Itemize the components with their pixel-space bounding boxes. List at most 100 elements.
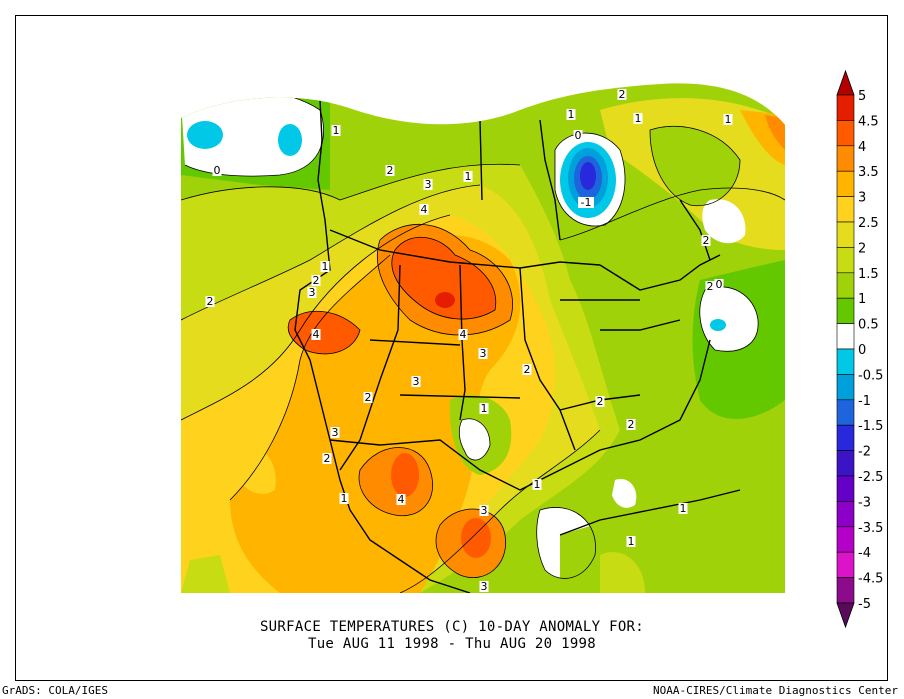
contour-label-bg bbox=[701, 235, 711, 246]
contour-label-bg bbox=[463, 171, 473, 182]
contour-label: 2 bbox=[387, 164, 394, 177]
colorbar-label: 1.5 bbox=[858, 267, 879, 282]
contour-label: 3 bbox=[309, 286, 316, 299]
anomaly-field bbox=[181, 83, 785, 593]
colorbar-label: -4.5 bbox=[858, 572, 883, 587]
contour-label-bg bbox=[626, 419, 636, 430]
contour-label-bg bbox=[311, 329, 321, 340]
contour-label: 0 bbox=[716, 278, 723, 291]
contour-label: 3 bbox=[425, 178, 432, 191]
colorbar-segment bbox=[836, 399, 855, 426]
boundaries bbox=[294, 99, 741, 593]
contour-label: 2 bbox=[628, 418, 635, 431]
contour-label: 1 bbox=[333, 124, 340, 137]
contour-label-bg bbox=[479, 505, 489, 516]
contour-label: 1 bbox=[465, 170, 472, 183]
contour-label-bg bbox=[479, 403, 489, 414]
contour-label: 1 bbox=[568, 108, 575, 121]
colorbar-label: -5 bbox=[858, 597, 871, 612]
contour-label: 1 bbox=[341, 492, 348, 505]
contour-label-bg bbox=[566, 109, 576, 120]
contour-label: 2 bbox=[707, 280, 714, 293]
contour-label: -1 bbox=[581, 196, 592, 209]
contour-label: 4 bbox=[398, 493, 405, 506]
contour-label-bg bbox=[678, 503, 688, 514]
colorbar-segment bbox=[836, 551, 855, 578]
contour-label-bg bbox=[339, 493, 349, 504]
colorbar-label: 5 bbox=[858, 89, 866, 104]
colorbar: 5 4.5 4 3.5 3 2.5 2 1.5 1 0.5 0 -0.5 -1 -1.5 -2 -2.5 -3 -… bbox=[836, 69, 883, 629]
colorbar-label: 0.5 bbox=[858, 318, 879, 333]
colorbar-label: -0.5 bbox=[858, 368, 883, 383]
contour-label-bg bbox=[419, 204, 429, 215]
colorbar-segment bbox=[836, 424, 855, 451]
contour-label-bg bbox=[479, 581, 489, 592]
colorbar-segment bbox=[836, 577, 855, 604]
contour-label: 1 bbox=[725, 113, 732, 126]
contour-label: 3 bbox=[481, 504, 488, 517]
contour-label-bg bbox=[705, 281, 715, 292]
contour-label-bg bbox=[626, 536, 636, 547]
colorbar-label: 2 bbox=[858, 241, 866, 256]
contour-label: 4 bbox=[421, 203, 428, 216]
contour-label-bg bbox=[330, 427, 340, 438]
colorbar-label: 3 bbox=[858, 191, 866, 206]
colorbar-top-arrow bbox=[836, 69, 855, 96]
contour-label-bg bbox=[573, 130, 583, 141]
map-title-line1: SURFACE TEMPERATURES (C) 10-DAY ANOMALY … bbox=[259, 619, 645, 635]
contour-label-bg bbox=[478, 348, 488, 359]
contour-label: 1 bbox=[635, 112, 642, 125]
contour-label-bg bbox=[307, 287, 317, 298]
contour-label: 1 bbox=[628, 535, 635, 548]
colorbar-label: 2.5 bbox=[858, 216, 879, 231]
contour-label: 2 bbox=[365, 391, 372, 404]
colorbar-segment bbox=[836, 221, 855, 248]
contour-label: 2 bbox=[703, 234, 710, 247]
contour-label: 4 bbox=[460, 328, 467, 341]
contour-label-bg bbox=[385, 165, 395, 176]
contour-label: 0 bbox=[575, 129, 582, 142]
contour-label-bg bbox=[578, 197, 594, 208]
credit-left: GrADS: COLA/IGES bbox=[2, 684, 108, 697]
contour-label-bg bbox=[411, 376, 421, 387]
contour-label: 1 bbox=[534, 478, 541, 491]
contour-label: 3 bbox=[413, 375, 420, 388]
colorbar-label: 0 bbox=[858, 343, 866, 358]
contour-label: 1 bbox=[481, 402, 488, 415]
plot-frame bbox=[15, 15, 888, 681]
colorbar-segment bbox=[836, 247, 855, 274]
colorbar-segment bbox=[836, 297, 855, 324]
colorbar-segment bbox=[836, 501, 855, 528]
contour-label-bg bbox=[423, 179, 433, 190]
credit-right: NOAA-CIRES/Climate Diagnostics Center bbox=[652, 684, 898, 697]
contour-label-bg bbox=[723, 114, 733, 125]
colorbar-segment bbox=[836, 526, 855, 553]
colorbar-segment bbox=[836, 450, 855, 477]
colorbar-label: -4 bbox=[858, 546, 871, 561]
contour-label: 2 bbox=[619, 88, 626, 101]
contour-label-bg bbox=[322, 453, 332, 464]
contour-label: 2 bbox=[524, 363, 531, 376]
colorbar-segment bbox=[836, 196, 855, 223]
colorbar-segment bbox=[836, 475, 855, 502]
contour-label: 1 bbox=[680, 502, 687, 515]
contour-label-bg bbox=[714, 279, 724, 290]
contour-label: 2 bbox=[597, 395, 604, 408]
colorbar-bottom-arrow bbox=[836, 602, 855, 629]
map-title-line2: Tue AUG 11 1998 - Thu AUG 20 1998 bbox=[307, 636, 597, 652]
contour-label: 2 bbox=[313, 274, 320, 287]
contour-label-bg bbox=[363, 392, 373, 403]
colorbar-label: 3.5 bbox=[858, 165, 879, 180]
colorbar-segment bbox=[836, 170, 855, 197]
contour-label-bg bbox=[522, 364, 532, 375]
contour-label: 3 bbox=[480, 347, 487, 360]
contour-label-bg bbox=[311, 275, 321, 286]
colorbar-label: -3.5 bbox=[858, 521, 883, 536]
colorbar-label: 1 bbox=[858, 292, 866, 307]
contour-label-bg bbox=[396, 494, 406, 505]
colorbar-segment bbox=[836, 348, 855, 375]
contour-label: 0 bbox=[214, 164, 221, 177]
contour-label-bg bbox=[617, 89, 627, 100]
